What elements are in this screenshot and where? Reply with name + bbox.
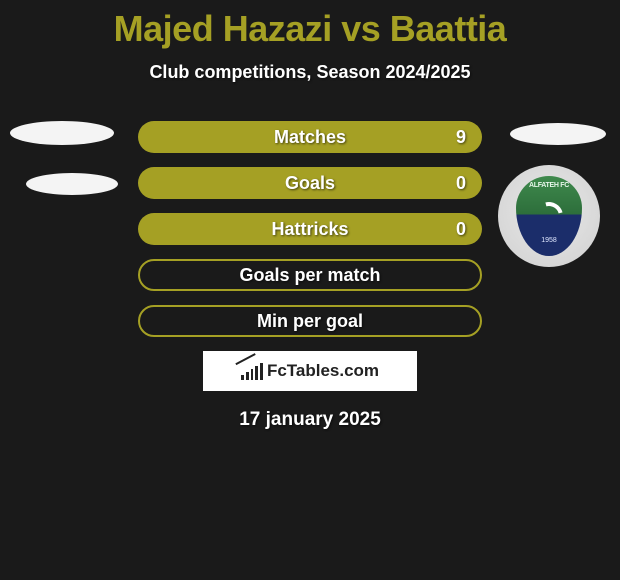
content-area: ALFATEH FC 1958 Matches 9 Goals 0 Hattricks 0… [0, 121, 620, 431]
snapshot-date: 17 january 2025 [0, 409, 620, 431]
placeholder-ellipse-left-top [10, 121, 114, 145]
comparison-title: Majed Hazazi vs Baattia [0, 0, 620, 50]
stat-bar: Goals 0 [138, 167, 482, 199]
stat-bars: Matches 9 Goals 0 Hattricks 0 Goals per match M… [138, 121, 482, 337]
stat-bar: Min per goal [138, 305, 482, 337]
stat-label: Goals [285, 173, 335, 194]
stat-label: Goals per match [239, 265, 380, 286]
stat-bar: Goals per match [138, 259, 482, 291]
team-badge: ALFATEH FC 1958 [498, 165, 600, 267]
stat-value: 0 [456, 173, 466, 194]
stat-bar: Matches 9 [138, 121, 482, 153]
stat-label: Min per goal [257, 311, 363, 332]
crest-text: ALFATEH FC [529, 182, 569, 189]
stat-bar: Hattricks 0 [138, 213, 482, 245]
site-logo-chart-icon [241, 362, 263, 380]
stat-label: Hattricks [271, 219, 348, 240]
site-logo: FcTables.com [203, 351, 417, 391]
comparison-subtitle: Club competitions, Season 2024/2025 [0, 62, 620, 83]
placeholder-ellipse-right [510, 123, 606, 145]
team-crest: ALFATEH FC 1958 [516, 176, 582, 256]
crest-year: 1958 [541, 237, 557, 244]
stat-value: 0 [456, 219, 466, 240]
stat-label: Matches [274, 127, 346, 148]
stat-value: 9 [456, 127, 466, 148]
crest-swoosh-icon [530, 197, 568, 235]
site-logo-text: FcTables.com [267, 361, 379, 381]
placeholder-ellipse-left-bottom [26, 173, 118, 195]
